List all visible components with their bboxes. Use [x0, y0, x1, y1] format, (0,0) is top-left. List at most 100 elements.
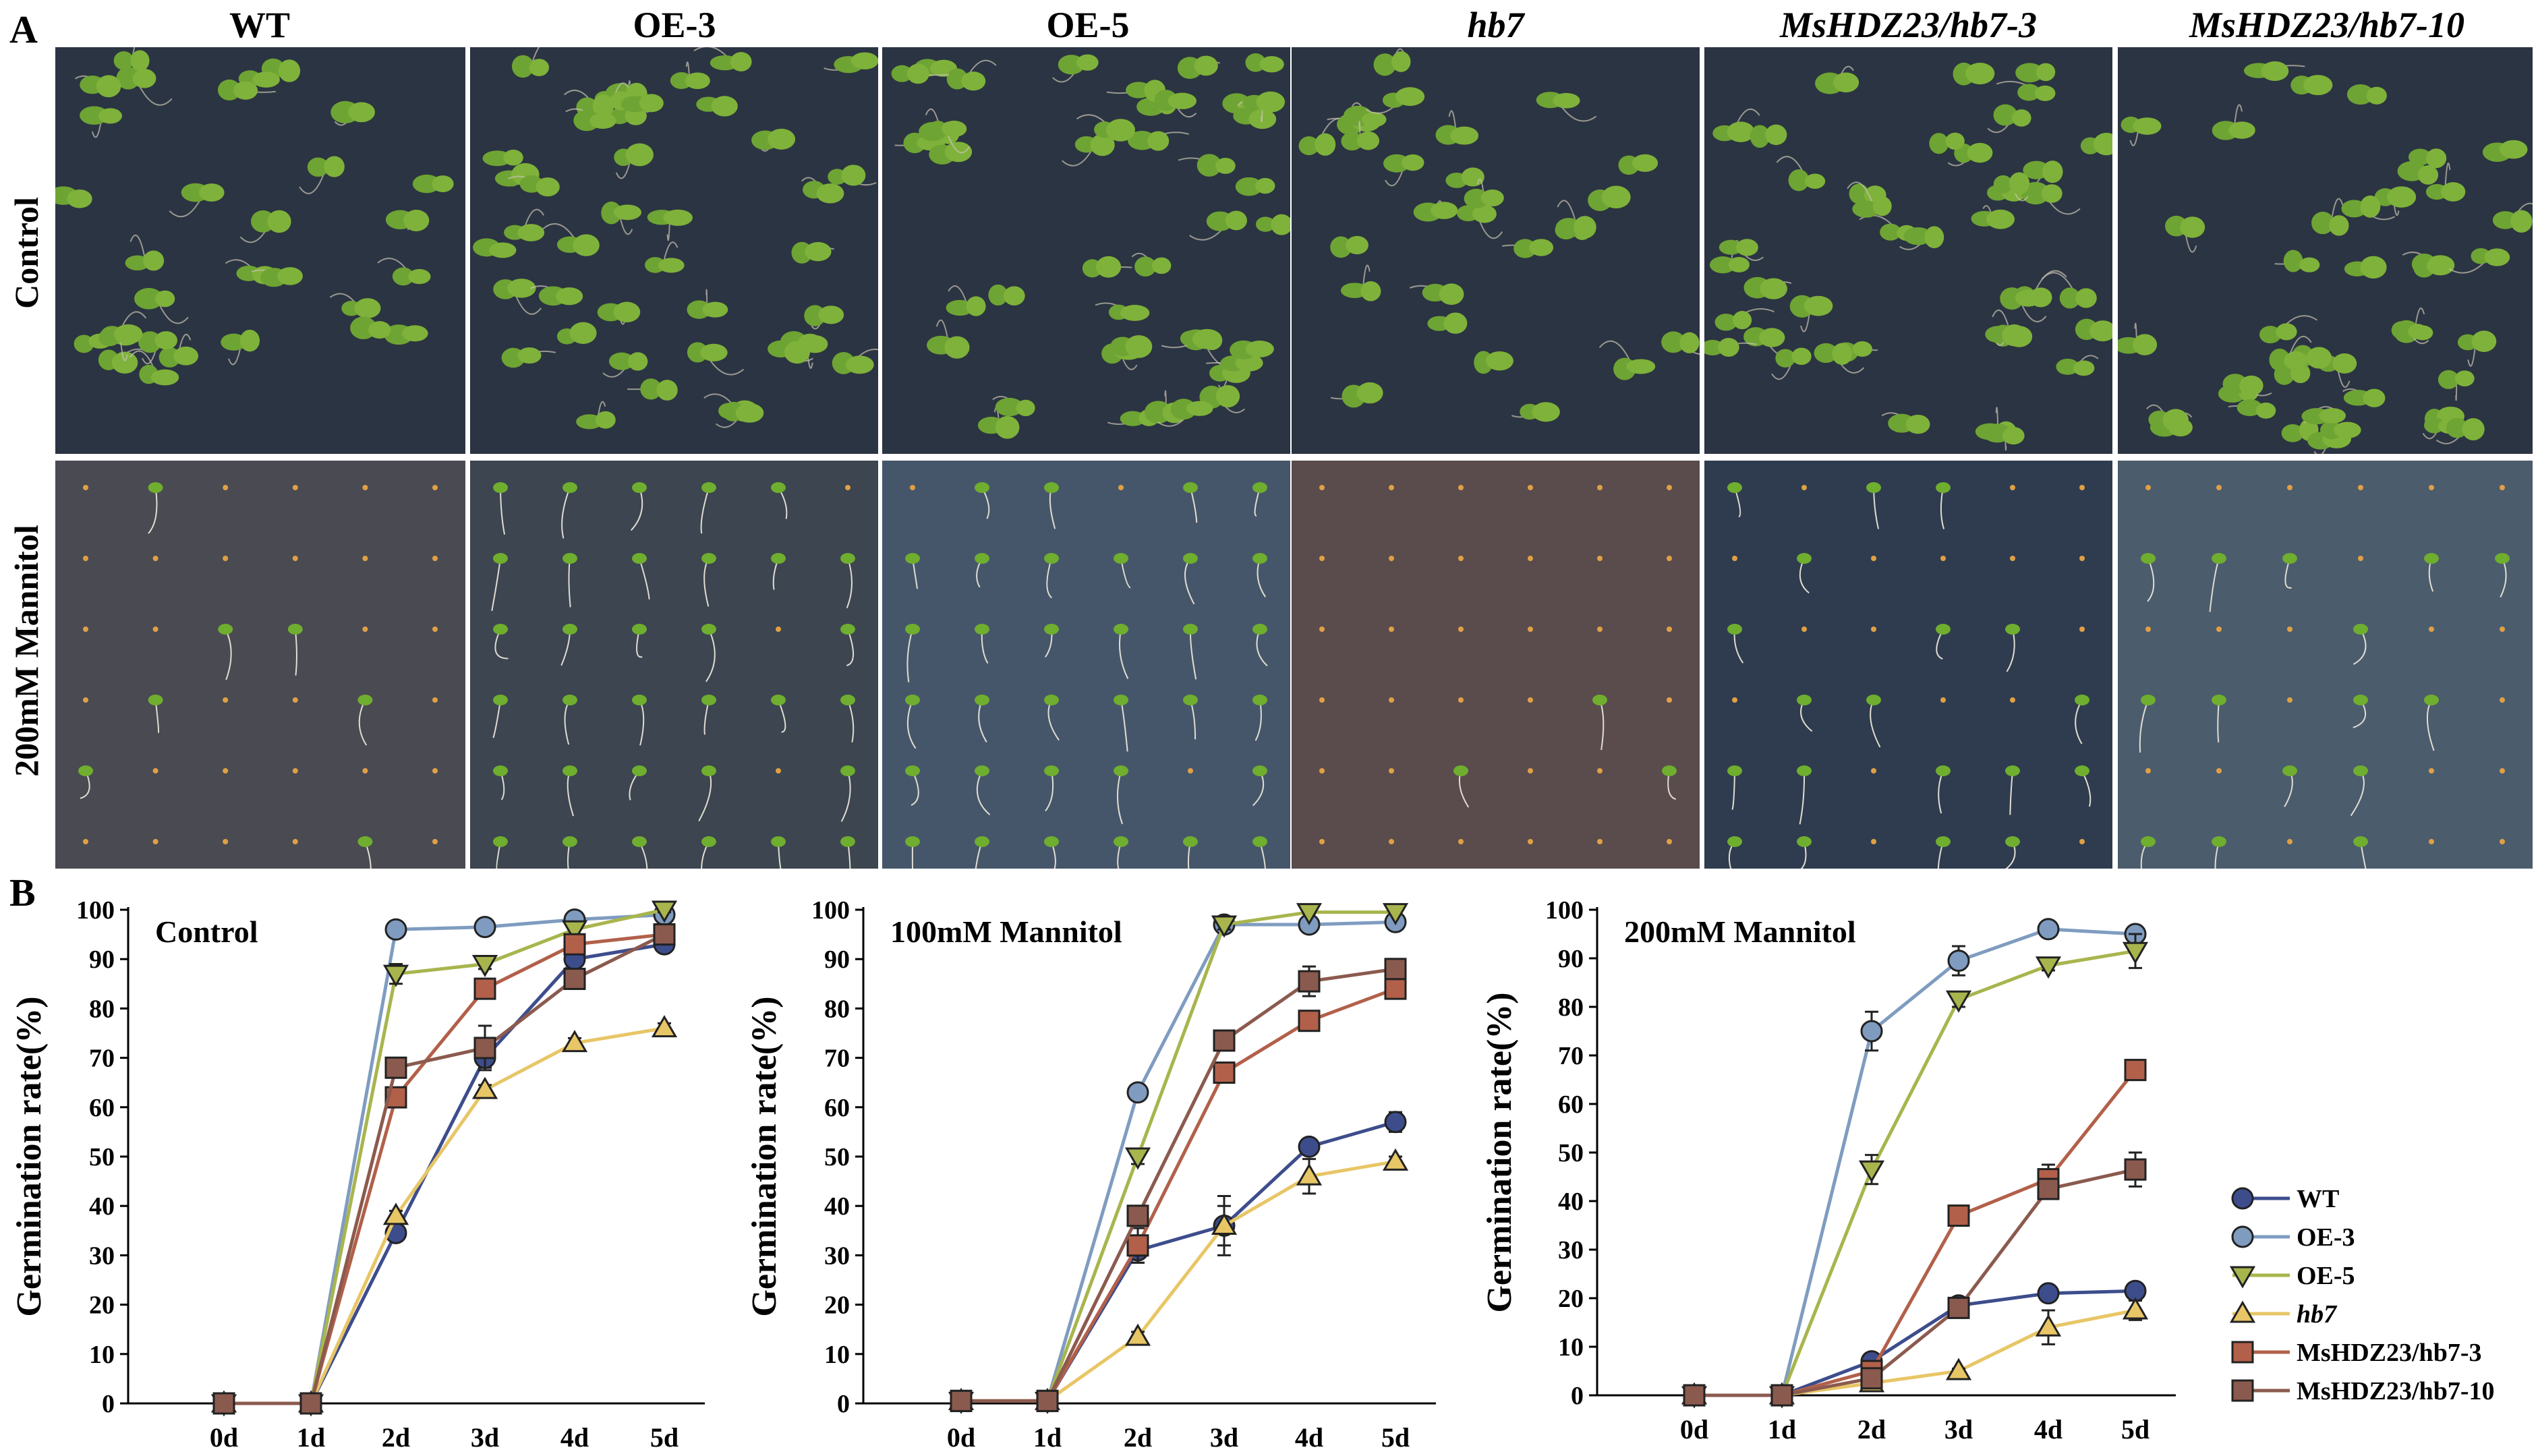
y-tick-label: 0: [837, 1390, 850, 1418]
data-point: [561, 1030, 588, 1053]
y-axis-label: Germination rate(%): [10, 996, 49, 1316]
column-header-oe3: OE-3: [633, 5, 716, 45]
data-point: [1298, 1010, 1321, 1032]
column-header-mshdz23-hb7-3: MsHDZ23/hb7-3: [1779, 5, 2038, 45]
x-tick-label: 5d: [1381, 1422, 1410, 1453]
y-tick-label: 30: [89, 1242, 115, 1270]
seedling-photo: [1704, 47, 2112, 454]
y-tick-label: 100: [1545, 896, 1584, 925]
seedling-photo: [1704, 461, 2112, 869]
y-tick-label: 90: [824, 945, 850, 974]
series-line: [1694, 1167, 2136, 1397]
series-line: [1694, 949, 2136, 1397]
data-point: [473, 1037, 496, 1059]
y-axis-label: Germination rate(%): [745, 996, 784, 1316]
legend-marker: [2231, 1187, 2254, 1210]
data-point: [1126, 1081, 1149, 1104]
data-point: [1770, 1384, 1793, 1407]
legend-label: WT: [2297, 1185, 2339, 1213]
column-header-oe5: OE-5: [1046, 5, 1130, 45]
data-point: [384, 1056, 407, 1079]
x-tick-label: 4d: [560, 1422, 589, 1453]
legend-marker: [2231, 1341, 2254, 1364]
legend-marker: [2229, 1266, 2256, 1289]
data-point: [1126, 1204, 1149, 1227]
data-point: [1384, 1111, 1407, 1134]
data-point: [1211, 915, 1238, 938]
data-point: [1036, 1389, 1059, 1412]
chart-title: Control: [155, 914, 258, 949]
panel-b-label: B: [9, 871, 36, 914]
data-point: [1124, 1323, 1151, 1346]
column-header-wt: WT: [229, 5, 291, 45]
chart-1: 0 10 20 30 40 50 60 70 80 90 100 0d 1d 2d 3d 4d 5d Germin…: [10, 896, 705, 1453]
y-tick-label: 30: [1558, 1236, 1584, 1264]
data-point: [2037, 1177, 2060, 1200]
column-header-mshdz23-hb7-10: MsHDZ23/hb7-10: [2189, 5, 2465, 45]
y-axis-label: Germination rate(%): [1480, 992, 1519, 1312]
y-tick-label: 40: [824, 1192, 850, 1221]
x-tick-label: 3d: [1210, 1422, 1238, 1453]
seedling-photo: [882, 47, 1290, 454]
y-tick-label: 80: [1558, 993, 1584, 1022]
data-point: [563, 967, 586, 990]
seedling-photo: [2118, 461, 2533, 869]
data-point: [2122, 941, 2149, 964]
x-tick-label: 1d: [297, 1422, 325, 1453]
data-point: [1945, 990, 1972, 1013]
y-tick-label: 20: [1558, 1285, 1584, 1313]
seedling-photo: [55, 47, 465, 454]
x-tick-label: 5d: [2121, 1414, 2150, 1445]
series-line: [224, 933, 666, 1405]
data-point: [2122, 1297, 2149, 1320]
y-tick-label: 60: [824, 1094, 850, 1122]
data-point: [561, 920, 588, 943]
seedling-photo: [1292, 47, 1700, 454]
series-line: [961, 910, 1395, 1403]
data-point: [382, 1202, 409, 1225]
data-point: [1298, 970, 1321, 993]
x-tick-label: 2d: [382, 1422, 410, 1453]
data-point: [1296, 903, 1323, 926]
legend-label: hb7: [2297, 1300, 2338, 1329]
y-tick-label: 60: [89, 1094, 115, 1122]
data-point: [1858, 1160, 1885, 1183]
y-tick-label: 30: [824, 1242, 850, 1270]
legend-label: MsHDZ23/hb7-10: [2297, 1377, 2494, 1405]
y-tick-label: 80: [89, 995, 115, 1023]
series-line: [1694, 1069, 2137, 1397]
y-tick-label: 10: [1558, 1333, 1584, 1362]
seedling-photo: [882, 461, 1290, 869]
seedling-photo: [55, 461, 465, 869]
data-point: [1384, 958, 1407, 981]
data-point: [1213, 1061, 1236, 1084]
y-tick-label: 20: [89, 1291, 115, 1320]
x-tick-label: 3d: [1944, 1414, 1973, 1445]
x-tick-label: 2d: [1857, 1414, 1886, 1445]
y-tick-label: 50: [89, 1143, 115, 1171]
data-point: [563, 933, 586, 956]
data-point: [2124, 1158, 2147, 1181]
series-line: [224, 908, 665, 1405]
data-point: [473, 916, 496, 939]
y-tick-label: 80: [824, 995, 850, 1023]
x-tick-label: 0d: [210, 1422, 238, 1453]
legend-marker: [2231, 1225, 2254, 1248]
data-point: [651, 1015, 678, 1038]
y-tick-label: 0: [102, 1390, 115, 1418]
data-point: [2037, 918, 2060, 941]
seedling-photo: [1292, 461, 1700, 869]
data-point: [299, 1392, 322, 1415]
data-point: [1384, 977, 1407, 1000]
data-point: [212, 1392, 235, 1415]
data-point: [2124, 1059, 2147, 1082]
seedling-photo: [470, 461, 878, 869]
data-point: [1947, 1296, 1970, 1319]
seedling-photo: [470, 47, 878, 454]
data-point: [1124, 1147, 1151, 1170]
data-point: [2035, 956, 2062, 979]
data-point: [1298, 1135, 1321, 1158]
data-point: [1211, 1212, 1238, 1235]
y-tick-label: 10: [824, 1341, 850, 1369]
